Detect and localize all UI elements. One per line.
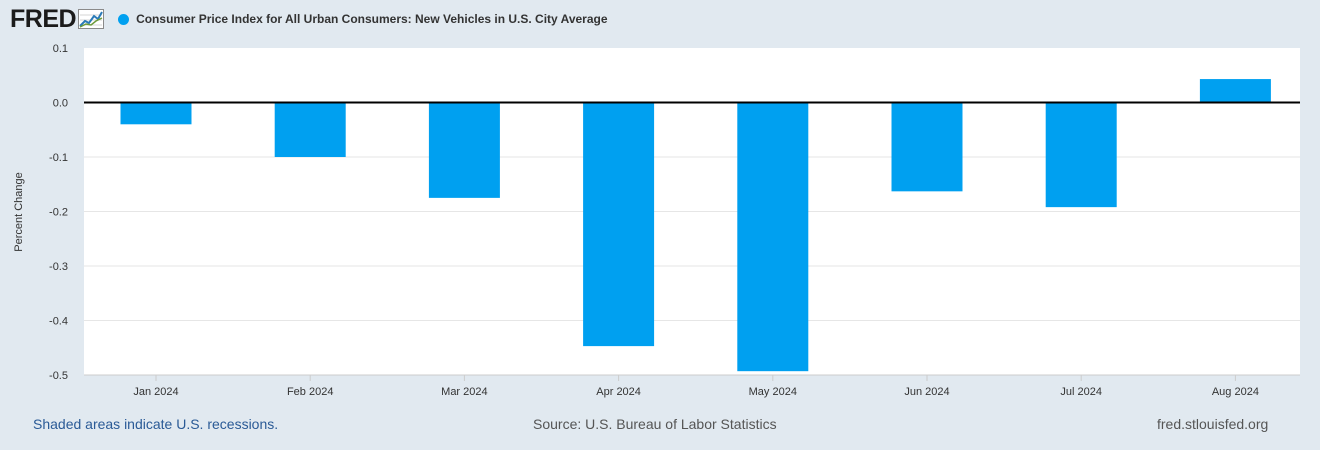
legend-series-title: Consumer Price Index for All Urban Consu… bbox=[136, 12, 608, 26]
x-axis-ticks: Jan 2024 Feb 2024 Mar 2024 Apr 2024 May 2024… bbox=[133, 375, 1259, 398]
x-tick-label: Mar 2024 bbox=[441, 386, 487, 398]
x-tick-label: Apr 2024 bbox=[596, 386, 641, 398]
y-tick-label: -0.2 bbox=[49, 207, 68, 219]
bar-feb-2024[interactable] bbox=[274, 102, 346, 158]
bars bbox=[120, 79, 1271, 372]
x-tick-label: Jan 2024 bbox=[133, 386, 178, 398]
y-tick-label: -0.3 bbox=[49, 261, 68, 273]
x-tick-label: May 2024 bbox=[749, 386, 797, 398]
chart-legend: Consumer Price Index for All Urban Consu… bbox=[118, 12, 608, 26]
y-tick-label: -0.1 bbox=[49, 152, 68, 164]
bar-chart: 0.1 0.0 -0.1 -0.2 -0.3 -0.4 -0.5 Jan 2024 Feb 2… bbox=[13, 43, 1300, 398]
legend-marker-icon bbox=[118, 13, 130, 25]
x-tick-label: Aug 2024 bbox=[1212, 386, 1259, 398]
bar-jan-2024[interactable] bbox=[120, 102, 192, 125]
x-tick-label: Feb 2024 bbox=[287, 386, 333, 398]
x-tick-label: Jun 2024 bbox=[904, 386, 949, 398]
y-axis-label: Percent Change bbox=[13, 172, 25, 252]
x-tick-label: Jul 2024 bbox=[1060, 386, 1102, 398]
y-tick-label: -0.5 bbox=[49, 370, 68, 382]
bar-jul-2024[interactable] bbox=[1045, 102, 1117, 208]
source-note[interactable]: Source: U.S. Bureau of Labor Statistics bbox=[533, 416, 777, 432]
chart-header: FRED Consumer Price Index for All Urban … bbox=[10, 4, 608, 34]
y-axis-ticks: 0.1 0.0 -0.1 -0.2 -0.3 -0.4 -0.5 bbox=[49, 43, 68, 382]
line-chart-icon bbox=[78, 9, 105, 29]
bar-mar-2024[interactable] bbox=[428, 102, 500, 198]
recession-note[interactable]: Shaded areas indicate U.S. recessions. bbox=[33, 416, 279, 432]
bar-jun-2024[interactable] bbox=[891, 102, 963, 192]
y-tick-label: 0.1 bbox=[53, 43, 68, 55]
bar-apr-2024[interactable] bbox=[583, 102, 655, 347]
bar-aug-2024[interactable] bbox=[1199, 79, 1271, 103]
y-tick-label: -0.4 bbox=[49, 316, 68, 328]
fred-logo[interactable]: FRED bbox=[10, 4, 105, 34]
y-tick-label: 0.0 bbox=[53, 98, 68, 110]
fred-logo-text: FRED bbox=[10, 4, 77, 33]
bar-may-2024[interactable] bbox=[737, 102, 809, 372]
site-link[interactable]: fred.stlouisfed.org bbox=[1157, 416, 1269, 432]
